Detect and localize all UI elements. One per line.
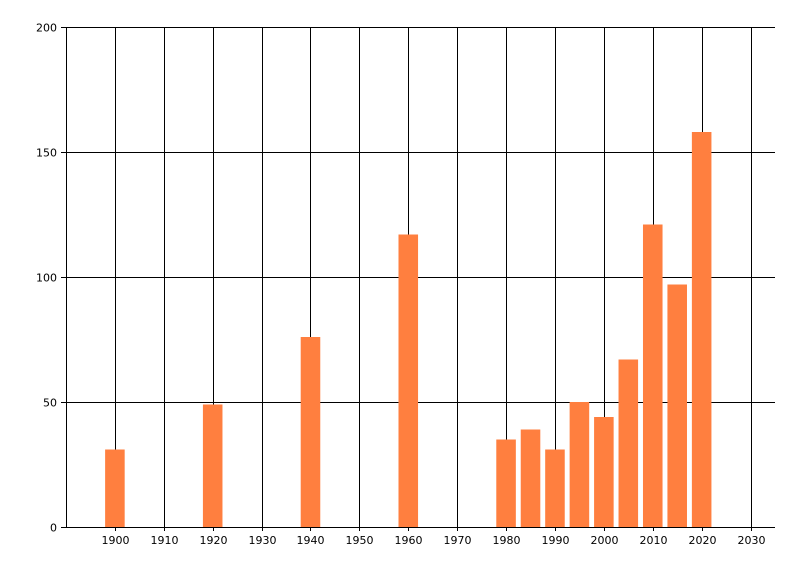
bar — [667, 284, 687, 527]
bar — [594, 417, 614, 527]
x-tick-label: 1990 — [542, 534, 570, 547]
x-tick-label: 1960 — [395, 534, 423, 547]
bar — [398, 234, 419, 527]
bar — [545, 449, 565, 527]
bar — [105, 449, 125, 527]
tick-labels: 1900 1910 1920 1930 1940 1950 1960 1970 1980 1990… — [36, 22, 766, 548]
y-tick-label: 0 — [50, 522, 57, 535]
x-tick-label: 1920 — [200, 534, 228, 547]
bar — [520, 429, 541, 527]
x-tick-label: 1940 — [297, 534, 325, 547]
bars — [105, 132, 712, 527]
bar — [642, 224, 663, 527]
x-tick-label: 2010 — [640, 534, 668, 547]
x-tick-label: 1900 — [102, 534, 130, 547]
bar — [618, 359, 639, 527]
x-tick-label: 1980 — [493, 534, 521, 547]
y-tick-label: 200 — [36, 22, 57, 35]
x-tick-label: 1910 — [151, 534, 179, 547]
x-tick-label: 1970 — [444, 534, 472, 547]
bar — [300, 337, 321, 527]
bar — [496, 439, 516, 527]
x-tick-label: 2000 — [591, 534, 619, 547]
x-tick-label: 2030 — [738, 534, 766, 547]
x-tick-label: 1930 — [249, 534, 277, 547]
y-tick-label: 150 — [36, 147, 57, 160]
x-tick-label: 1950 — [346, 534, 374, 547]
x-tick-label: 2020 — [689, 534, 717, 547]
bar — [691, 132, 712, 527]
y-tick-label: 50 — [43, 397, 57, 410]
bar — [569, 402, 590, 527]
axes — [66, 27, 775, 528]
bar — [202, 404, 223, 527]
y-tick-label: 100 — [36, 272, 57, 285]
